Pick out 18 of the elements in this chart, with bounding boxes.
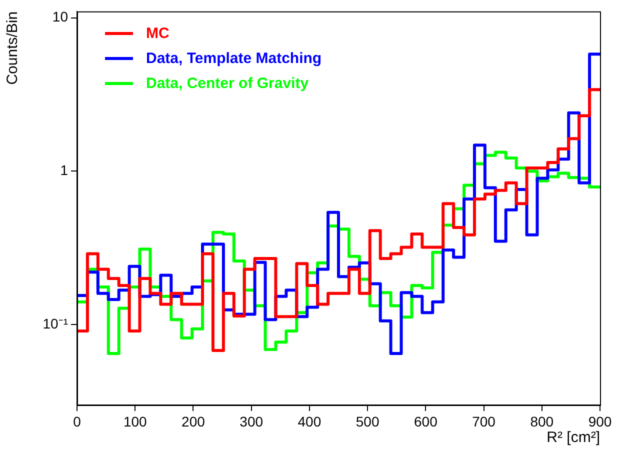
y-tick-label: 1 <box>60 162 68 178</box>
x-tick-label: 100 <box>123 413 148 430</box>
x-tick-label: 800 <box>530 413 554 430</box>
x-tick-label: 0 <box>73 413 82 430</box>
legend-label: Data, Center of Gravity <box>146 75 309 92</box>
y-axis-title: Counts/Bin <box>4 11 22 85</box>
x-tick-label: 700 <box>472 413 496 430</box>
x-tick-label: 300 <box>240 413 264 430</box>
x-tick-label: 400 <box>298 413 322 430</box>
x-tick-label: 600 <box>414 413 438 430</box>
x-axis-title: R² [cm²] <box>546 429 600 446</box>
y-tick-label: 10⁻¹ <box>42 316 68 332</box>
legend-label: MC <box>146 25 170 42</box>
legend-label: Data, Template Matching <box>146 50 322 68</box>
x-tick-label: 500 <box>356 413 380 430</box>
x-tick-label: 200 <box>182 413 206 430</box>
x-tick-label: 900 <box>588 413 612 430</box>
y-tick-label: 10 <box>52 8 68 25</box>
